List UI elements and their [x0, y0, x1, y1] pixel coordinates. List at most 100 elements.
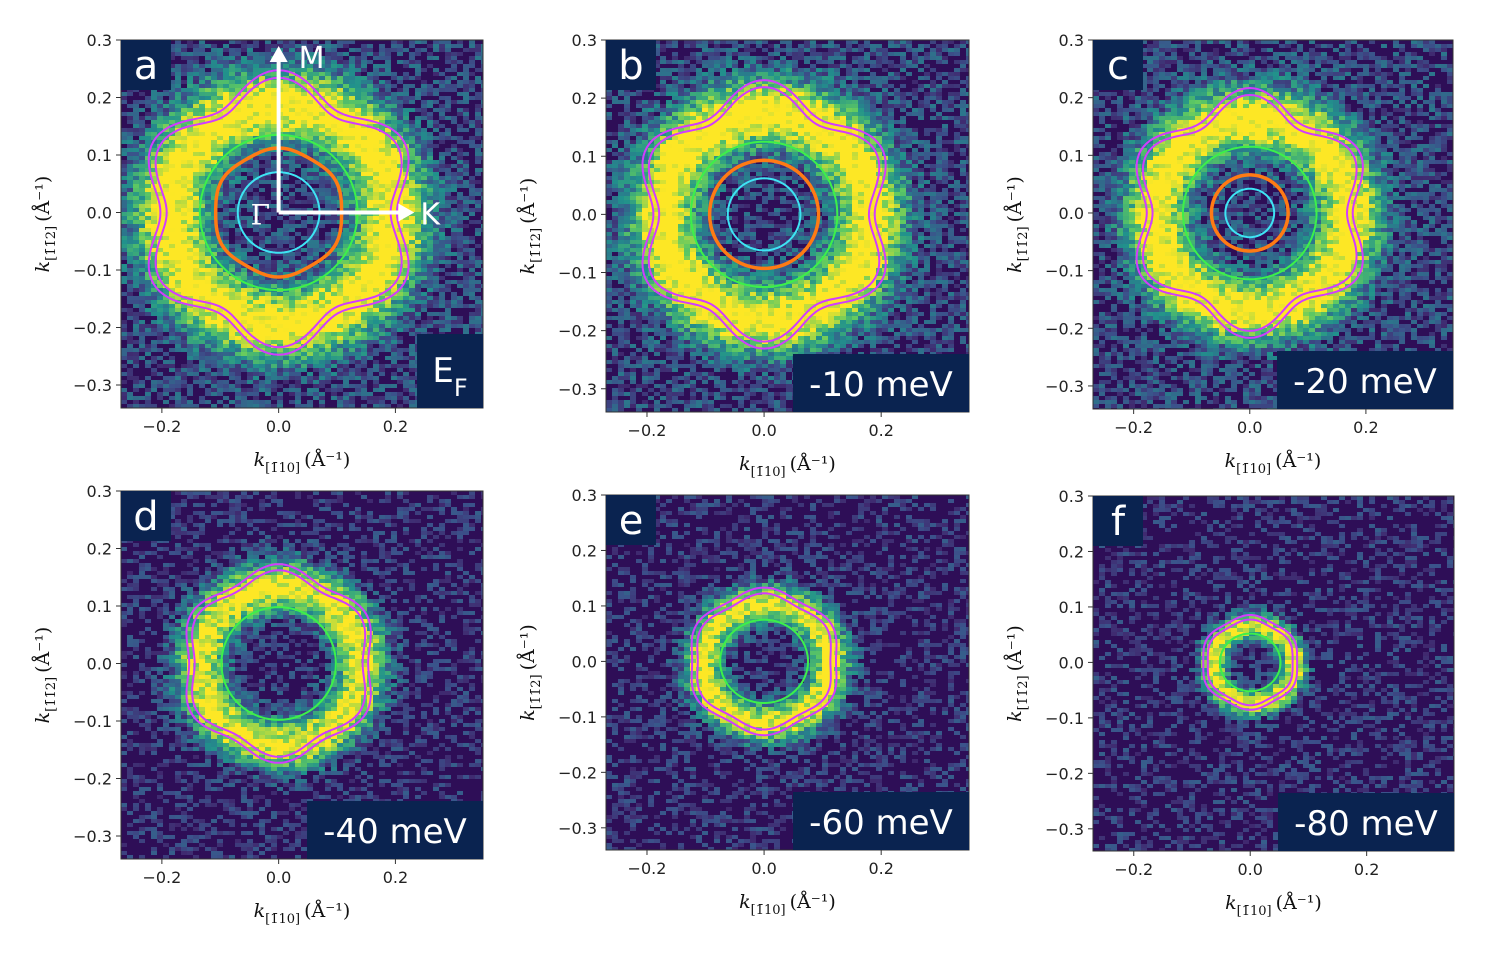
y-axis-label: k[1̄1̄2] (Å⁻¹) [32, 627, 59, 724]
energy-label-main: -20 meV [1293, 362, 1437, 402]
y-tick-label: −0.3 [558, 380, 597, 399]
x-axis-label-unit: (Å⁻¹) [304, 900, 350, 922]
contour-green [1218, 632, 1282, 693]
y-tick-label: 0.3 [572, 486, 597, 505]
y-tick-label: 0.3 [87, 482, 112, 501]
y-tick-label: 0.0 [572, 205, 597, 224]
y-tick-label: −0.2 [73, 319, 112, 338]
y-tick-label: 0.1 [1059, 598, 1084, 617]
x-axis-label-unit: (Å⁻¹) [1275, 450, 1321, 472]
intensity-map [121, 491, 483, 859]
y-tick-label: −0.1 [1045, 709, 1084, 728]
panel-b: −0.2 0.0 0.20.30.20.10.0−0.1−0.2−0.3k[1̄10… [517, 31, 970, 480]
y-axis-label-unit: (Å⁻¹) [517, 624, 539, 670]
x-tick-label: 0.0 [751, 421, 776, 440]
x-axis-label-k: k [1225, 892, 1237, 914]
y-axis-label-k: k [32, 261, 54, 273]
y-tick-label: 0.1 [87, 146, 112, 165]
panel-c: −0.2 0.0 0.20.30.20.10.0−0.1−0.2−0.3k[1̄10… [1004, 31, 1454, 477]
x-tick-label: −0.2 [142, 417, 181, 436]
panel-f: −0.2 0.0 0.20.30.20.10.0−0.1−0.2−0.3k[1̄10… [1004, 487, 1455, 919]
x-axis-label-unit: (Å⁻¹) [790, 453, 836, 475]
y-tick-label: −0.1 [73, 712, 112, 731]
y-tick-label: −0.2 [1045, 319, 1084, 338]
y-tick-label: −0.2 [1045, 764, 1084, 783]
y-axis-label: k[1̄1̄2] (Å⁻¹) [1004, 176, 1031, 273]
x-axis-label: k[1̄10] (Å⁻¹) [254, 900, 351, 927]
x-axis-label-k: k [254, 449, 266, 471]
x-axis-label: k[1̄10] (Å⁻¹) [739, 453, 836, 480]
y-axis-label-sub: [1̄1̄2] [529, 674, 544, 709]
contour-magenta-inner [1206, 618, 1294, 707]
m-point-label: M [299, 41, 325, 76]
y-tick-label: 0.3 [1059, 31, 1084, 50]
y-tick-label: −0.3 [558, 819, 597, 838]
x-tick-label: 0.0 [751, 859, 776, 878]
x-axis-label-k: k [739, 891, 751, 913]
x-tick-label: −0.2 [628, 859, 667, 878]
x-axis-label-sub: [1̄10] [1237, 904, 1272, 919]
energy-label: EF [432, 351, 467, 402]
y-tick-label: 0.1 [1059, 146, 1084, 165]
contour-magenta-outer [1135, 86, 1364, 339]
y-tick-label: 0.3 [87, 31, 112, 50]
y-tick-label: 0.2 [1059, 542, 1084, 561]
contour-orange [213, 146, 344, 279]
contour-green [198, 133, 359, 292]
contour-green [1182, 145, 1318, 281]
gamma-m-arrowhead [269, 46, 288, 62]
y-tick-label: −0.3 [1045, 377, 1084, 396]
energy-label-box [307, 801, 483, 859]
y-tick-label: 0.0 [87, 655, 112, 674]
x-tick-label: −0.2 [142, 868, 181, 887]
y-tick-label: −0.2 [558, 322, 597, 341]
energy-label-box [1278, 793, 1454, 851]
y-tick-label: 0.0 [572, 652, 597, 671]
y-axis-label: k[1̄1̄2] (Å⁻¹) [517, 624, 544, 721]
x-axis-label-k: k [739, 453, 751, 475]
energy-label-main: -40 meV [323, 812, 467, 852]
x-tick-label: 0.0 [266, 868, 291, 887]
panel-letter: a [134, 43, 159, 89]
x-tick-label: 0.2 [1354, 860, 1379, 879]
y-tick-label: 0.0 [1059, 653, 1084, 672]
contour-magenta-outer [1202, 614, 1299, 711]
x-tick-label: 0.2 [383, 868, 408, 887]
energy-label: -80 meV [1294, 804, 1438, 844]
y-axis-label-sub: [1̄1̄2] [44, 677, 59, 712]
x-axis-label-sub: [1̄10] [265, 912, 300, 927]
y-axis-label-k: k [517, 263, 539, 275]
x-tick-label: 0.2 [868, 859, 893, 878]
energy-label-box [793, 792, 969, 850]
y-axis-label-unit: (Å⁻¹) [517, 178, 539, 224]
x-axis-label-sub: [1̄10] [751, 465, 786, 480]
contour-cyan [236, 171, 321, 254]
axes-frame [1092, 495, 1455, 852]
y-axis-label-sub: [1̄1̄2] [1016, 226, 1031, 261]
y-tick-label: −0.3 [1045, 820, 1084, 839]
contour-magenta-inner [154, 76, 403, 349]
y-tick-label: 0.2 [1059, 89, 1084, 108]
panel-letter-box [606, 495, 656, 545]
x-axis-label: k[1̄10] (Å⁻¹) [1225, 892, 1322, 919]
contour-orange [1209, 173, 1290, 253]
x-axis-label-unit: (Å⁻¹) [1276, 892, 1322, 914]
contour-magenta-inner [1141, 93, 1358, 332]
panel-letter-box [121, 491, 171, 541]
panel-letter-box [606, 40, 656, 90]
x-tick-label: 0.2 [1353, 418, 1378, 437]
energy-label-main: -80 meV [1294, 804, 1438, 844]
panel-letter: e [619, 498, 644, 544]
axes-frame [120, 490, 484, 860]
y-axis-label-unit: (Å⁻¹) [1004, 625, 1026, 671]
energy-label-box [1277, 351, 1453, 409]
x-tick-label: −0.2 [1114, 418, 1153, 437]
y-axis-label: k[1̄1̄2] (Å⁻¹) [32, 176, 59, 273]
y-axis-label: k[1̄1̄2] (Å⁻¹) [1004, 625, 1031, 722]
y-tick-label: 0.3 [572, 31, 597, 50]
energy-label: -60 meV [809, 803, 953, 843]
panel-d: −0.2 0.0 0.20.30.20.10.0−0.1−0.2−0.3k[1̄10… [32, 482, 484, 927]
energy-label-main: E [432, 351, 453, 391]
contour-cyan [1224, 187, 1276, 239]
